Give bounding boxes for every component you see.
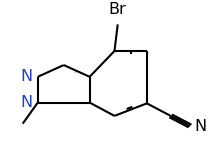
Text: N: N (194, 119, 206, 133)
Text: N: N (20, 95, 32, 110)
Text: Br: Br (109, 2, 127, 17)
Text: N: N (20, 69, 32, 84)
